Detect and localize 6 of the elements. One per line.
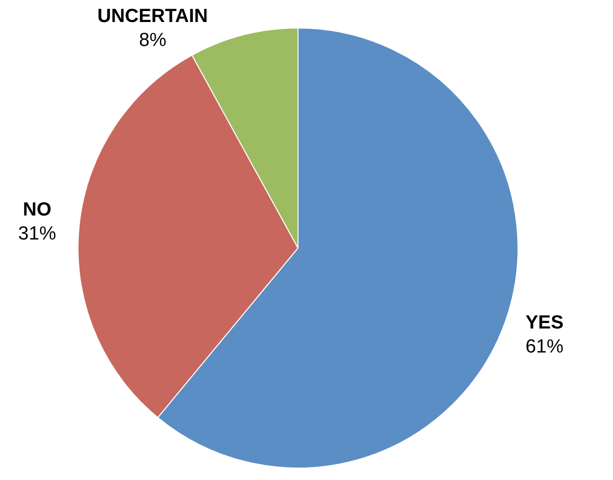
- slice-label: UNCERTAIN: [97, 6, 208, 27]
- slice-label: YES: [525, 312, 564, 334]
- data-label: 8%: [138, 30, 167, 51]
- slice-label: NO: [22, 199, 52, 220]
- data-label: 61%: [525, 336, 564, 358]
- data-label: 31%: [18, 223, 56, 244]
